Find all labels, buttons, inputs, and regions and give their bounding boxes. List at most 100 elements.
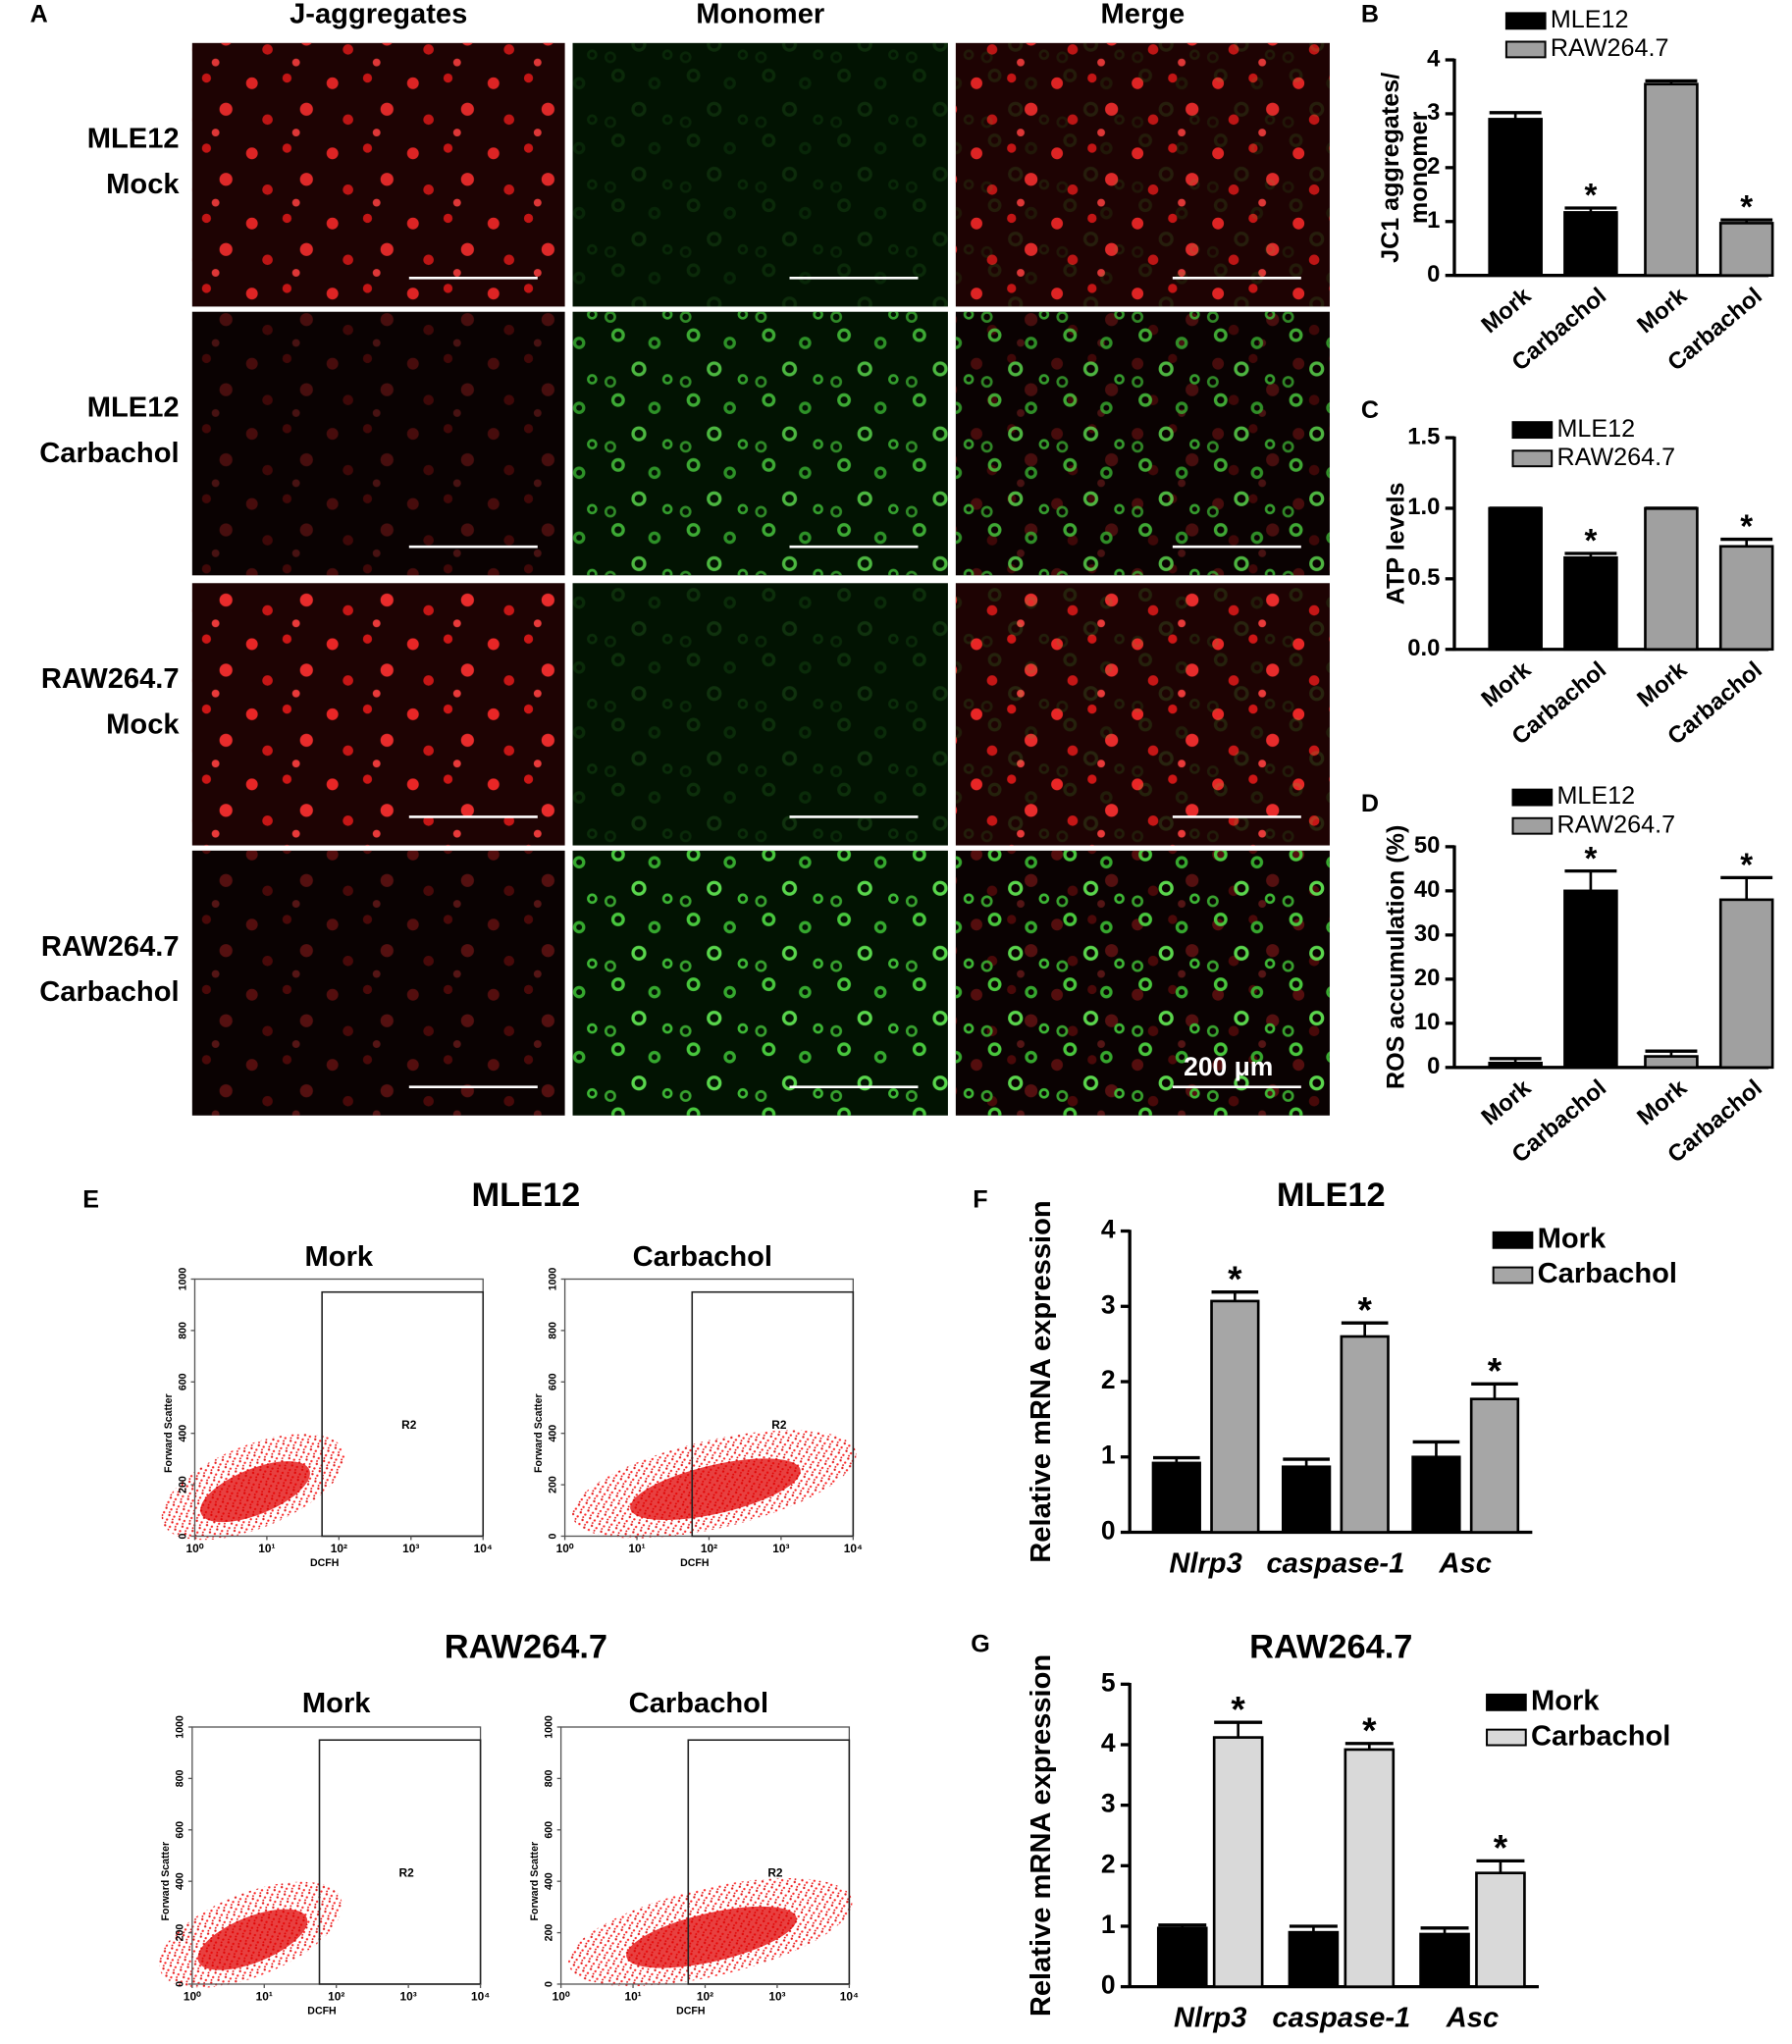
y-tick-label: 0 (1427, 1053, 1440, 1079)
panel-label: D (1361, 790, 1379, 817)
panel-label: F (973, 1186, 987, 1214)
y-tick-label: 0.0 (1407, 635, 1440, 661)
significance-mark: * (1231, 1688, 1245, 1729)
y-tick-label: 1000 (175, 1715, 186, 1739)
x-tick-label: Mork (1632, 282, 1692, 339)
significance-mark: * (1740, 848, 1753, 884)
y-axis-label: monomer (1405, 111, 1433, 224)
x-tick-label: 10⁴ (844, 1542, 863, 1555)
x-tick-label: Asc (1439, 1547, 1492, 1579)
bar (1488, 118, 1543, 277)
column-header: Merge (1101, 0, 1186, 30)
x-tick-label: Mork (1476, 656, 1536, 713)
event-core (197, 1909, 308, 1970)
chart-title: RAW264.7 (1249, 1629, 1412, 1666)
y-tick-label: 200 (177, 1476, 188, 1494)
y-tick-label: 800 (175, 1769, 186, 1787)
x-tick-label: Mork (1476, 1074, 1536, 1131)
bar (1411, 1455, 1461, 1534)
y-tick-label: 1000 (544, 1715, 555, 1739)
y-tick-label: 1000 (177, 1268, 188, 1291)
plot-title: Mork (305, 1241, 374, 1273)
bar (1563, 889, 1618, 1070)
bar (1488, 506, 1543, 652)
x-tick-label: 10⁰ (185, 1542, 203, 1555)
bar (1340, 1335, 1390, 1534)
y-tick-label: 3 (1101, 1289, 1116, 1319)
y-tick-label: 50 (1414, 832, 1440, 859)
row-label: Mock (106, 709, 180, 741)
bar (1419, 1932, 1470, 1988)
y-tick-label: 1.0 (1407, 494, 1440, 520)
event-core (200, 1461, 310, 1523)
y-tick-label: 3 (1427, 99, 1440, 126)
bar (1718, 898, 1774, 1070)
legend-swatch (1492, 1266, 1534, 1284)
micrograph-green (955, 850, 1330, 1116)
legend-swatch (1486, 1693, 1527, 1711)
y-tick-label: 800 (547, 1322, 558, 1339)
y-axis-label: ROS accumulation (%) (1382, 825, 1409, 1089)
x-tick-label: 10⁴ (471, 1989, 490, 2003)
y-tick-label: 1.5 (1407, 423, 1440, 449)
plot-title: Mork (302, 1688, 371, 1719)
x-tick-label: Nlrp3 (1169, 1547, 1241, 1579)
significance-mark: * (1357, 1288, 1372, 1330)
y-tick-label: 0 (547, 1533, 558, 1539)
legend-swatch (1504, 12, 1547, 30)
y-tick-label: 2 (1427, 153, 1440, 180)
y-axis-label: Forward Scatter (533, 1393, 545, 1473)
gate-label: R2 (399, 1866, 415, 1880)
y-tick-label: 800 (177, 1322, 188, 1339)
x-axis-label: DCFH (307, 2006, 336, 2018)
gate-label: R2 (771, 1418, 787, 1432)
y-tick-label: 0.5 (1407, 564, 1440, 591)
y-tick-label: 1 (1427, 207, 1440, 234)
y-tick-label: 1000 (547, 1268, 558, 1291)
row-label: MLE12 (87, 393, 180, 424)
y-tick-label: 4 (1101, 1215, 1116, 1244)
x-tick-label: 10² (331, 1542, 347, 1555)
legend-label: RAW264.7 (1551, 34, 1669, 62)
significance-mark: * (1584, 523, 1597, 559)
x-axis-label: DCFH (676, 2006, 705, 2018)
bar (1281, 1465, 1332, 1534)
x-tick-label: 10¹ (258, 1542, 275, 1555)
y-tick-label: 1 (1101, 1910, 1116, 1939)
bar (1151, 1461, 1201, 1534)
x-tick-label: caspase-1 (1266, 1547, 1404, 1579)
event-core (626, 1906, 797, 1968)
micrograph-red (191, 583, 565, 846)
micrograph-green (572, 850, 948, 1116)
significance-mark: * (1584, 178, 1597, 214)
bar (1469, 1397, 1520, 1534)
x-tick-label: 10¹ (628, 1542, 645, 1555)
y-tick-label: 3 (1101, 1789, 1116, 1818)
x-tick-label: 10² (328, 1989, 344, 2003)
y-tick-label: 40 (1414, 876, 1440, 903)
y-tick-label: 10 (1414, 1009, 1440, 1035)
gate (318, 1739, 482, 1985)
micrograph-green (955, 583, 1330, 846)
legend-label: Mork (1531, 1686, 1600, 1717)
y-tick-label: 800 (544, 1769, 555, 1787)
x-axis-label: DCFH (310, 1557, 339, 1569)
legend-swatch (1511, 788, 1554, 807)
legend-label: MLE12 (1551, 6, 1629, 33)
group-title: RAW264.7 (445, 1629, 607, 1666)
legend-swatch (1511, 816, 1554, 835)
event-core (630, 1458, 801, 1521)
panel-label: C (1361, 396, 1379, 424)
y-tick-label: 1 (1101, 1441, 1116, 1470)
legend-swatch (1492, 1231, 1534, 1249)
bar (1344, 1748, 1396, 1988)
y-tick-label: 4 (1101, 1728, 1116, 1757)
row-label: Carbachol (39, 976, 179, 1008)
micrograph-green (572, 42, 948, 307)
significance-mark: * (1362, 1709, 1377, 1751)
significance-mark: * (1494, 1827, 1508, 1868)
legend-label: Carbachol (1538, 1258, 1677, 1289)
x-tick-label: 10⁴ (840, 1989, 859, 2003)
x-tick-label: 10¹ (256, 1989, 273, 2003)
significance-mark: * (1228, 1258, 1242, 1299)
